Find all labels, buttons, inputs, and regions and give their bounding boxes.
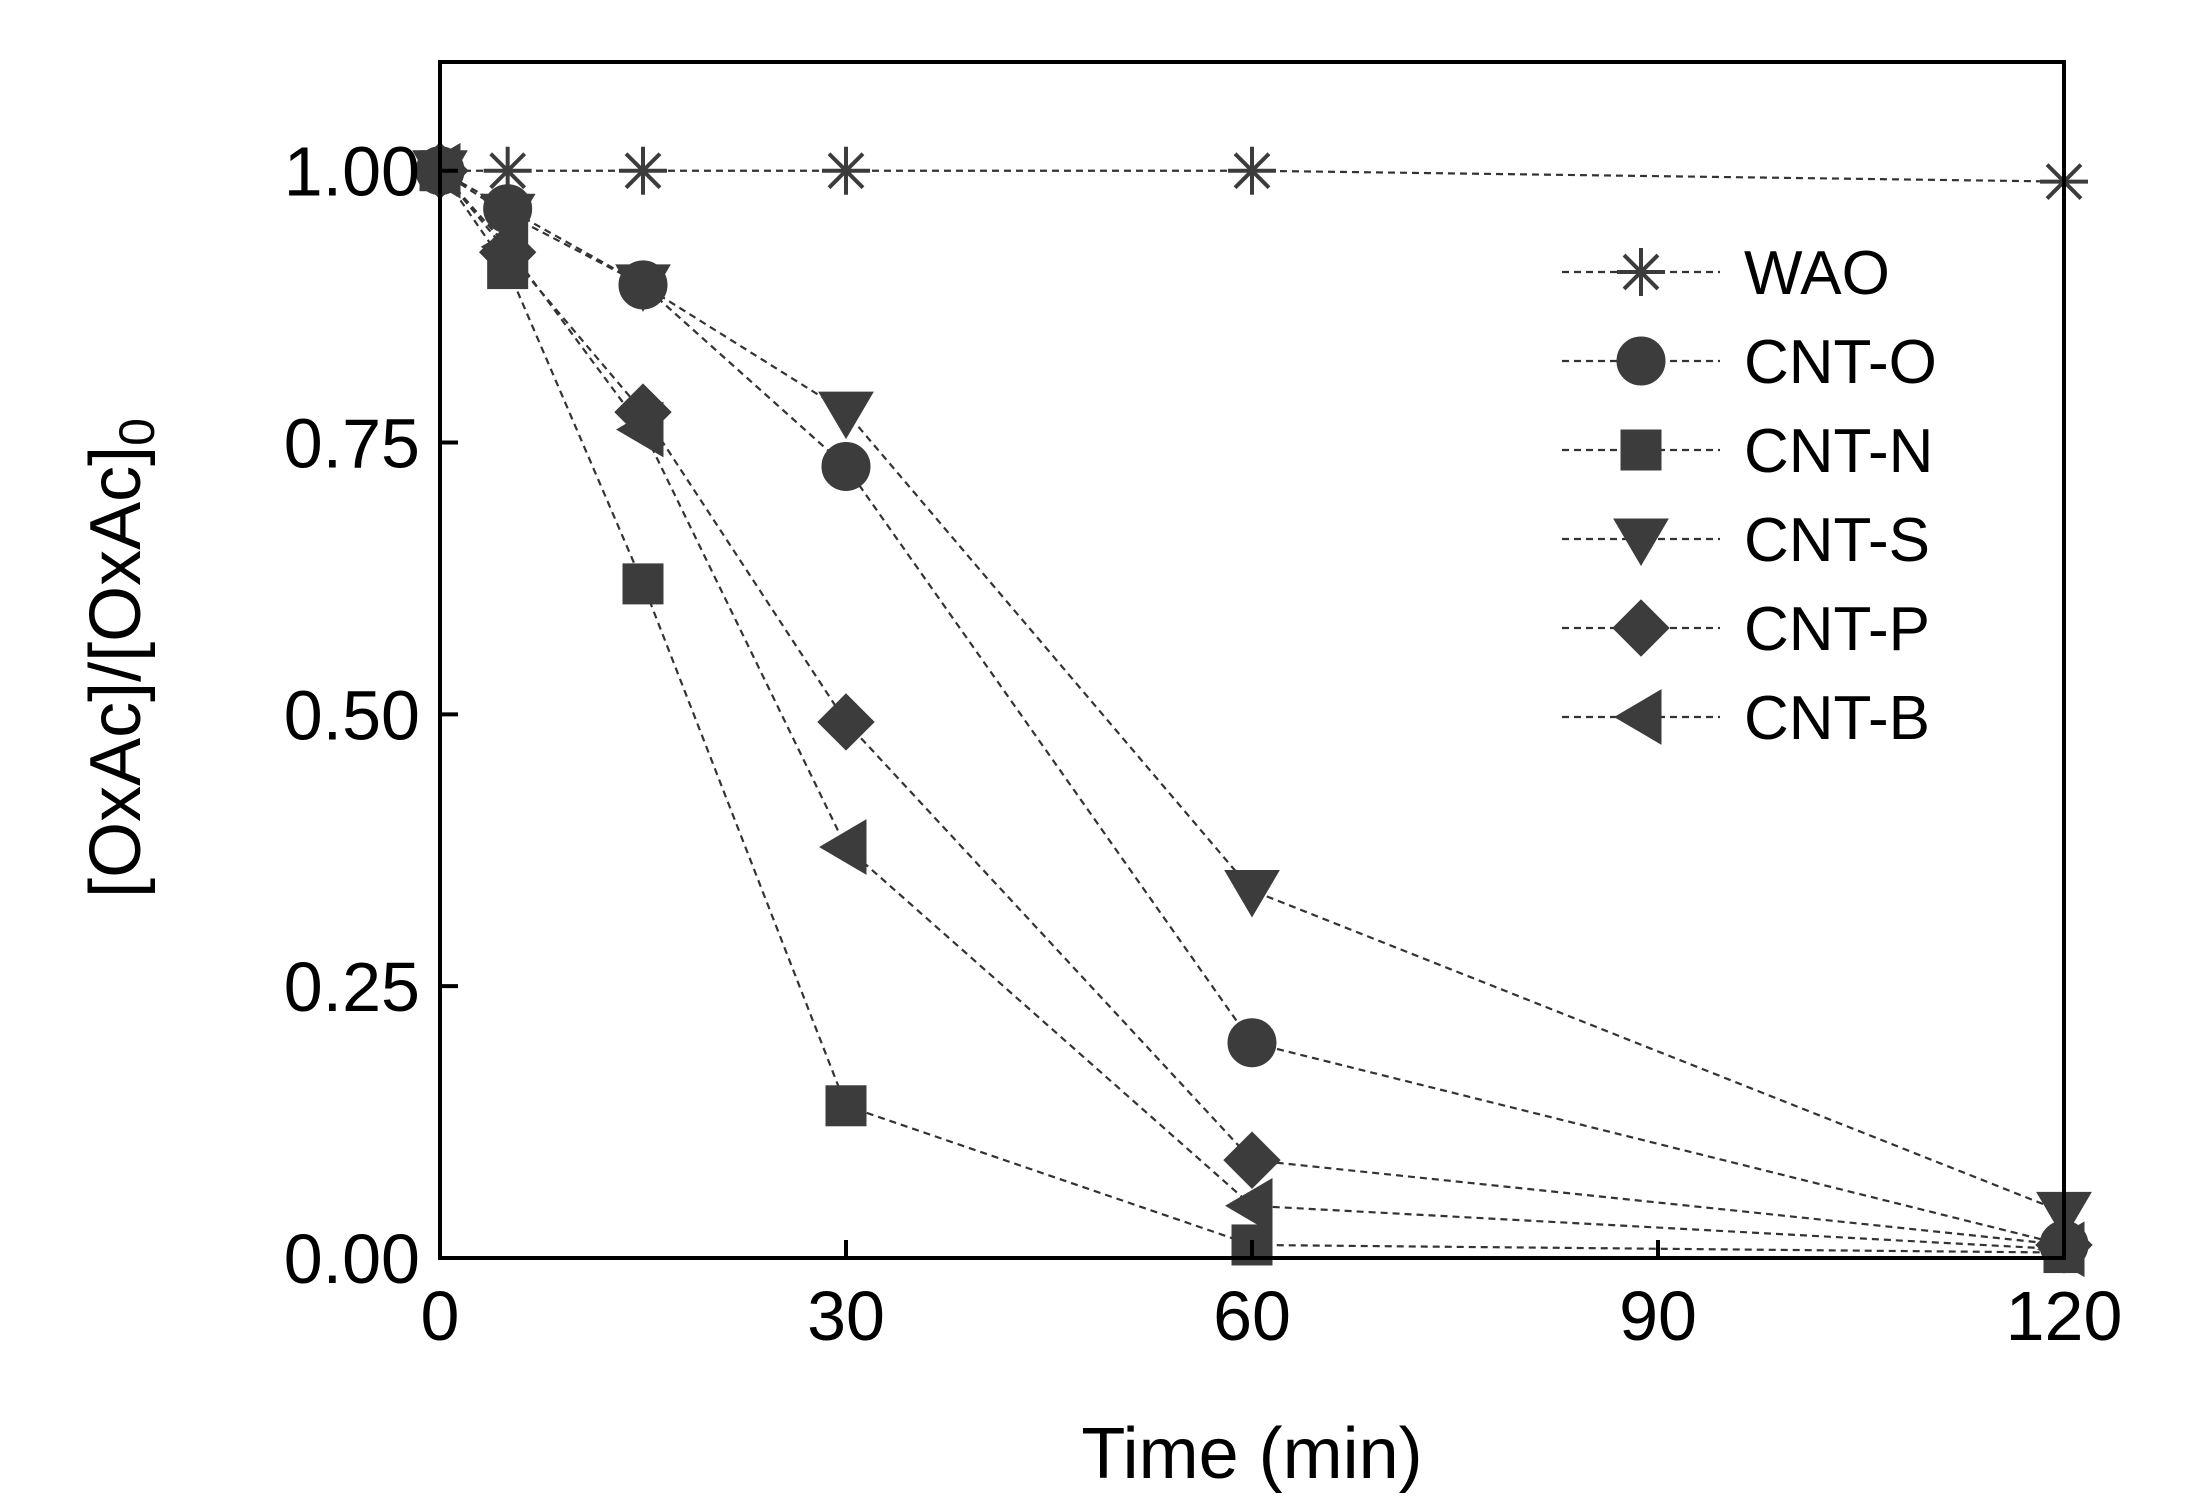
legend-marker	[1614, 689, 1662, 745]
data-point-wao	[822, 146, 870, 195]
legend-marker	[1620, 429, 1662, 471]
legend-label: CNT-N	[1744, 417, 1933, 486]
legend-label: CNT-P	[1744, 595, 1930, 664]
data-point-cnt-s	[479, 193, 536, 242]
legend-marker	[1616, 336, 1666, 386]
series-line-wao	[440, 169, 2065, 183]
legend-label: WAO	[1744, 239, 1890, 308]
y-axis-title: [OxAc]/[OxAc]0	[76, 418, 165, 898]
y-axis-title-subscript: 0	[109, 418, 165, 446]
legend-item-cnt-n: CNT-N	[1562, 417, 1933, 486]
data-point-cnt-s	[1224, 870, 1280, 918]
y-tick-label: 0.50	[284, 676, 420, 754]
data-point-cnt-p	[817, 693, 875, 751]
x-axis-title: Time (min)	[1081, 1414, 1422, 1494]
x-tick-label: 120	[2006, 1277, 2123, 1355]
legend: WAO CNT-O CNT-N CNT-S CNT-P CNT-B	[1562, 239, 1937, 753]
y-tick-label: 0.25	[284, 948, 420, 1026]
data-point-cnt-s	[615, 264, 671, 312]
data-point-wao	[1228, 146, 1276, 195]
data-point-cnt-n	[825, 1085, 867, 1127]
data-point-cnt-b	[480, 218, 529, 275]
series-line-cnt-s	[439, 169, 2065, 1214]
y-tick-label: 1.00	[284, 133, 420, 211]
series-line-cnt-b	[439, 169, 2065, 1251]
data-point-cnt-o	[1227, 1018, 1277, 1068]
y-tick-label: 0.00	[284, 1220, 420, 1298]
y-tick-label: 0.75	[284, 405, 420, 483]
data-point-cnt-b	[413, 142, 461, 199]
legend-item-cnt-o: CNT-O	[1562, 328, 1937, 397]
legend-marker	[1617, 248, 1665, 296]
legend-marker	[1613, 518, 1669, 566]
x-tick-label: 90	[1619, 1277, 1697, 1355]
data-point-cnt-s	[818, 391, 874, 440]
legend-label: CNT-S	[1744, 506, 1930, 575]
data-point-cnt-b	[616, 401, 664, 458]
data-point-cnt-b	[819, 819, 867, 875]
data-point-cnt-p	[1223, 1131, 1281, 1189]
legend-item-cnt-s: CNT-S	[1562, 506, 1930, 575]
data-point-cnt-b	[1225, 1177, 1273, 1234]
y-axis-title-main: [OxAc]/[OxAc]	[76, 446, 156, 898]
data-point-wao	[619, 146, 667, 195]
legend-item-cnt-b: CNT-B	[1562, 684, 1930, 753]
x-tick-label: 0	[421, 1277, 460, 1355]
x-tick-label: 30	[807, 1277, 885, 1355]
data-point-cnt-o	[821, 441, 871, 491]
data-point-cnt-b	[2037, 1221, 2085, 1278]
legend-label: CNT-B	[1744, 684, 1930, 753]
data-point-cnt-n	[622, 563, 664, 605]
legend-label: CNT-O	[1744, 328, 1937, 397]
x-tick-label: 60	[1213, 1277, 1291, 1355]
legend-marker	[1612, 599, 1670, 657]
legend-item-wao: WAO	[1562, 239, 1890, 308]
axis-ticks-layer: 0 30 60 90 120 0.00 0.25 0.50 0.75 1.00	[284, 133, 2123, 1355]
legend-item-cnt-p: CNT-P	[1562, 595, 1930, 664]
